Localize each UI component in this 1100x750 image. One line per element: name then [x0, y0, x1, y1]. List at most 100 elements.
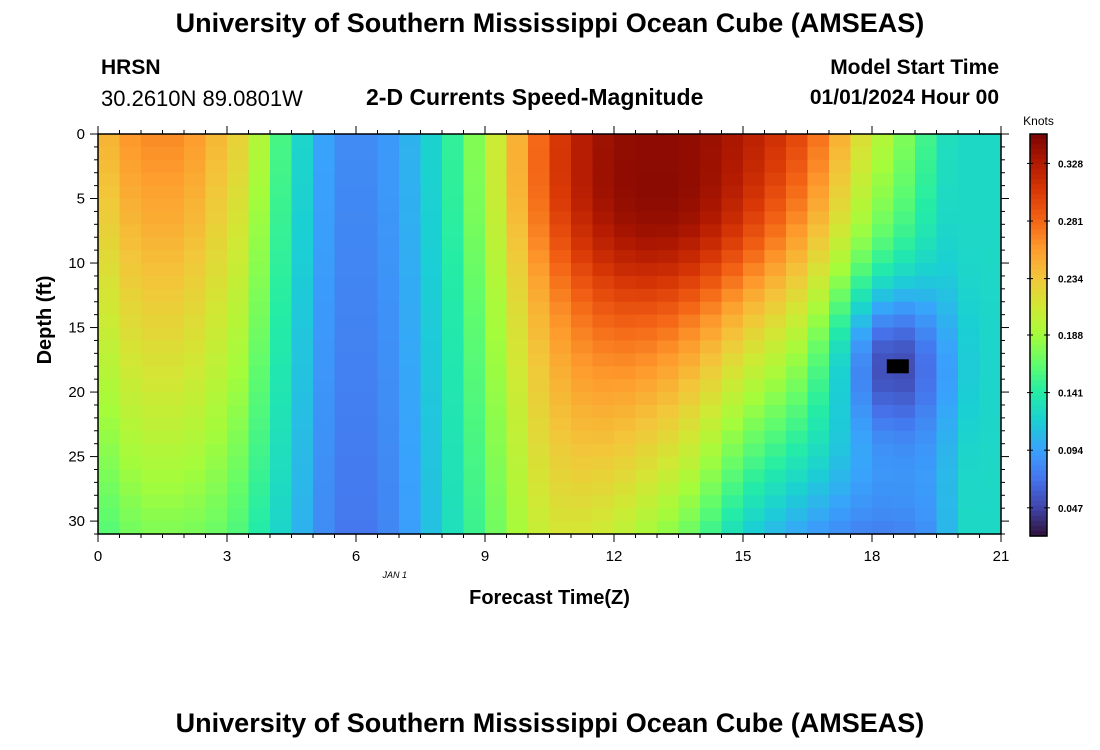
- heatmap-cell: [248, 392, 271, 406]
- heatmap-cell: [614, 288, 637, 303]
- heatmap-cell: [334, 482, 357, 496]
- heatmap-cell: [958, 198, 981, 213]
- heatmap-cell: [334, 263, 357, 277]
- heatmap-cell: [506, 146, 529, 161]
- heatmap-cell: [571, 314, 594, 329]
- heatmap-cell: [227, 495, 250, 509]
- heatmap-cell: [614, 159, 637, 174]
- heatmap-cell: [356, 224, 379, 238]
- heatmap-cell: [356, 146, 379, 161]
- heatmap-cell: [442, 443, 465, 458]
- x-axis-label: Forecast Time(Z): [469, 587, 630, 609]
- heatmap-cell: [592, 159, 615, 174]
- heatmap-cell: [700, 327, 723, 342]
- heatmap-cell: [227, 521, 250, 535]
- heatmap-cell: [657, 327, 680, 342]
- heatmap-cell: [291, 392, 314, 406]
- colorbar-segment: [1030, 385, 1047, 391]
- heatmap-cell: [958, 237, 981, 251]
- heatmap-cell: [743, 366, 766, 380]
- heatmap-cell: [442, 134, 465, 148]
- heatmap-cell: [119, 456, 142, 471]
- heatmap-cell: [184, 146, 207, 161]
- heatmap-cell: [227, 185, 250, 200]
- heatmap-cell: [786, 134, 809, 148]
- heatmap-cell: [614, 495, 637, 509]
- heatmap-cell: [614, 237, 637, 251]
- heatmap-cell: [248, 417, 271, 432]
- heatmap-cell: [850, 340, 873, 354]
- heatmap-cell: [657, 482, 680, 496]
- heatmap-cell: [356, 198, 379, 213]
- heatmap-cell: [399, 495, 422, 509]
- heatmap-cell: [162, 469, 185, 483]
- heatmap-cell: [377, 301, 400, 316]
- colorbar-segment: [1030, 239, 1047, 246]
- heatmap-cell: [786, 159, 809, 174]
- colorbar-segment: [1030, 350, 1047, 356]
- heatmap-cell: [227, 172, 250, 187]
- colorbar-segment: [1030, 329, 1047, 336]
- heatmap-cell: [463, 521, 486, 535]
- heatmap-cell: [141, 508, 164, 522]
- heatmap-cell: [377, 172, 400, 187]
- heatmap-cell: [162, 392, 185, 406]
- heatmap-cell: [915, 172, 938, 187]
- heatmap-cell: [958, 134, 981, 148]
- heatmap-cell: [119, 417, 142, 432]
- heatmap-cell: [549, 159, 572, 174]
- heatmap-cell: [592, 134, 615, 148]
- heatmap-cell: [506, 327, 529, 342]
- heatmap-cell: [721, 379, 744, 393]
- heatmap-cell: [936, 495, 959, 509]
- heatmap-cell: [184, 314, 207, 329]
- heatmap-cell: [571, 404, 594, 419]
- heatmap-cell: [807, 198, 830, 213]
- heatmap-cell: [334, 314, 357, 329]
- heatmap-cell: [807, 146, 830, 161]
- heatmap-cell: [313, 275, 336, 290]
- colorbar-segment: [1030, 219, 1047, 226]
- heatmap-cell: [248, 379, 271, 393]
- heatmap-cell: [119, 301, 142, 316]
- heatmap-cell: [528, 159, 551, 174]
- heatmap-cell: [377, 353, 400, 367]
- heatmap-cell: [571, 495, 594, 509]
- heatmap-cell: [850, 392, 873, 406]
- heatmap-cell: [377, 134, 400, 148]
- heatmap-cell: [592, 211, 615, 225]
- heatmap-cell: [420, 443, 443, 458]
- heatmap-cell: [592, 198, 615, 213]
- heatmap-cell: [979, 392, 1002, 406]
- heatmap-cell: [528, 172, 551, 187]
- heatmap-cell: [786, 417, 809, 432]
- heatmap-cell: [205, 314, 228, 329]
- heatmap-cell: [786, 146, 809, 161]
- heatmap-cell: [463, 508, 486, 522]
- heatmap-cell: [119, 353, 142, 367]
- colorbar-segment: [1030, 420, 1047, 427]
- heatmap-cell: [420, 134, 443, 148]
- heatmap-cell: [936, 430, 959, 445]
- colorbar-segment: [1030, 184, 1047, 190]
- heatmap-cell: [958, 185, 981, 200]
- heatmap-cell: [98, 159, 121, 174]
- heatmap-cell: [463, 482, 486, 496]
- heatmap-cell: [635, 469, 658, 483]
- heatmap-cell: [936, 185, 959, 200]
- colorbar-segment: [1030, 174, 1047, 180]
- heatmap-cell: [936, 443, 959, 458]
- heatmap-cell: [248, 521, 271, 535]
- heatmap-cell: [850, 185, 873, 200]
- heatmap-cell: [936, 327, 959, 342]
- heatmap-cell: [356, 456, 379, 471]
- heatmap-cell: [850, 224, 873, 238]
- heatmap-cell: [162, 275, 185, 290]
- heatmap-cell: [657, 353, 680, 367]
- heatmap-cell: [506, 134, 529, 148]
- heatmap-cell: [807, 275, 830, 290]
- heatmap-cell: [829, 495, 852, 509]
- heatmap-cell: [313, 469, 336, 483]
- heatmap-cell: [657, 237, 680, 251]
- heatmap-cell: [893, 159, 916, 174]
